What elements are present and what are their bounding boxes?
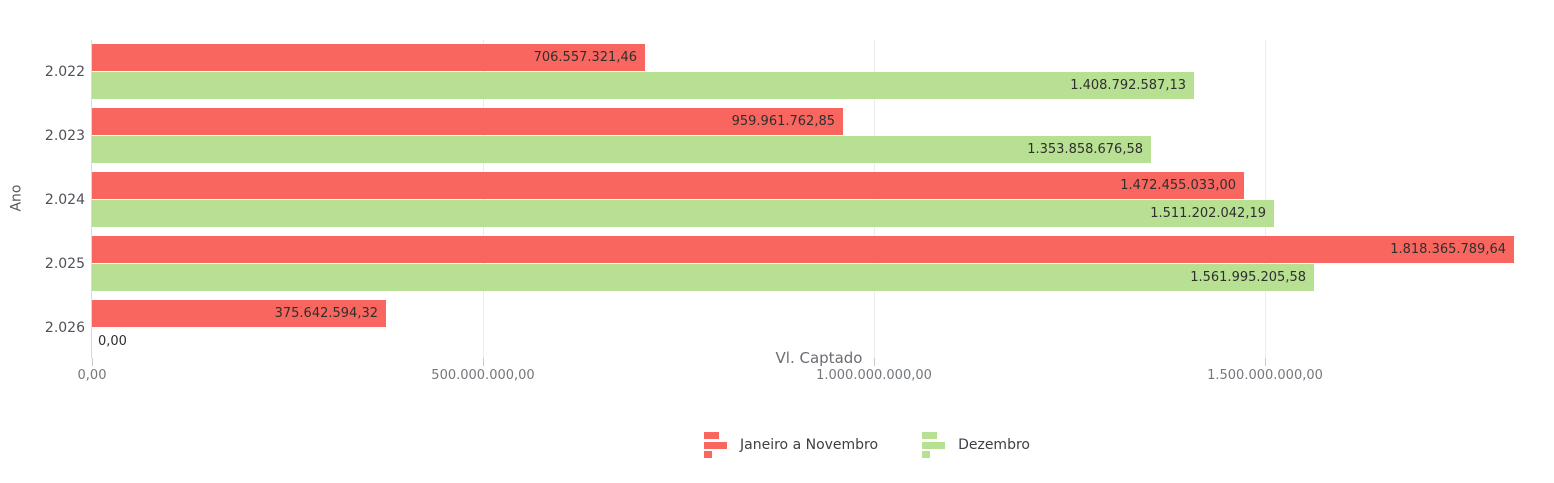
bar-value-label: 1.818.365.789,64 bbox=[1390, 242, 1506, 257]
gridline bbox=[1265, 40, 1266, 358]
x-axis-title: Vl. Captado bbox=[775, 349, 863, 367]
bar-value-label: 375.642.594,32 bbox=[274, 306, 378, 321]
plot-area: 0,00 500.000.000,00 1.000.000.000,00 1.500.… bbox=[45, 40, 1549, 383]
bar-janeiro-a-novembro[interactable]: 375.642.594,32 bbox=[92, 300, 386, 327]
bar-janeiro-a-novembro[interactable]: 959.961.762,85 bbox=[92, 108, 843, 135]
y-tick-label: 2.023 bbox=[44, 128, 85, 144]
bar-dezembro[interactable]: 1.561.995.205,58 bbox=[92, 264, 1314, 291]
bar-value-label: 959.961.762,85 bbox=[731, 114, 835, 129]
bar-dezembro[interactable]: 1.353.858.676,58 bbox=[92, 136, 1151, 163]
axis-tick bbox=[874, 358, 875, 366]
bar-janeiro-a-novembro[interactable]: 706.557.321,46 bbox=[92, 44, 645, 71]
x-tick-label: 500.000.000,00 bbox=[431, 368, 535, 383]
y-tick-label: 2.022 bbox=[44, 64, 85, 80]
x-tick-label: 1.500.000.000,00 bbox=[1207, 368, 1323, 383]
bar-value-label: 1.353.858.676,58 bbox=[1027, 142, 1143, 157]
legend-item-label: Dezembro bbox=[958, 437, 1030, 453]
axis-tick bbox=[483, 358, 484, 366]
gridline bbox=[874, 40, 875, 358]
bar-value-label: 1.408.792.587,13 bbox=[1070, 78, 1186, 93]
bar-janeiro-a-novembro[interactable]: 1.472.455.033,00 bbox=[92, 172, 1244, 199]
legend-item-label: Janeiro a Novembro bbox=[740, 437, 879, 453]
bar-janeiro-a-novembro[interactable]: 1.818.365.789,64 bbox=[92, 236, 1514, 263]
y-tick-label: 2.025 bbox=[44, 256, 85, 272]
legend-item-janeiro-a-novembro[interactable]: Janeiro a Novembro bbox=[704, 432, 878, 458]
x-tick-label: 1.000.000.000,00 bbox=[816, 368, 932, 383]
bar-value-label: 1.561.995.205,58 bbox=[1190, 270, 1306, 285]
bar-value-label: 1.472.455.033,00 bbox=[1120, 178, 1236, 193]
chart-legend: Janeiro a Novembro Dezembro bbox=[0, 432, 1554, 458]
axis-tick bbox=[1265, 358, 1266, 366]
gridline bbox=[483, 40, 484, 358]
bar-value-label: 1.511.202.042,19 bbox=[1150, 206, 1266, 221]
legend-item-dezembro[interactable]: Dezembro bbox=[922, 432, 1030, 458]
axis-tick bbox=[92, 358, 93, 366]
bar-dezembro[interactable]: 1.408.792.587,13 bbox=[92, 72, 1194, 99]
bar-dezembro[interactable]: 1.511.202.042,19 bbox=[92, 200, 1274, 227]
bar-series-icon bbox=[704, 432, 728, 458]
bar-value-label: 0,00 bbox=[98, 334, 127, 349]
x-tick-label: 0,00 bbox=[77, 368, 107, 383]
bar-series-icon bbox=[922, 432, 946, 458]
y-tick-label: 2.024 bbox=[44, 192, 85, 208]
y-tick-label: 2.026 bbox=[44, 320, 85, 336]
bar-value-label: 706.557.321,46 bbox=[533, 50, 637, 65]
